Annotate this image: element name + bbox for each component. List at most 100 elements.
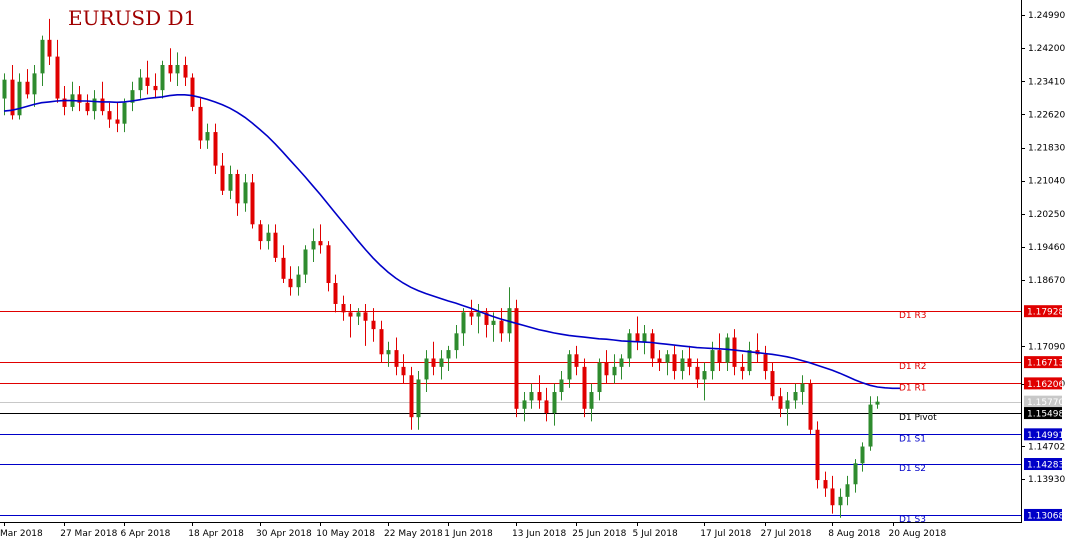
candle: [341, 295, 346, 321]
candle-body: [303, 249, 308, 275]
candle-body: [597, 362, 602, 393]
candle-body: [281, 257, 286, 279]
candle-body: [431, 358, 436, 367]
candle: [717, 333, 722, 372]
y-tick-label: 1.13930: [1028, 475, 1065, 485]
candle: [379, 320, 384, 363]
candle: [47, 18, 52, 65]
candle: [394, 337, 399, 376]
candle-body: [213, 132, 218, 166]
chart-title: EURUSD D1: [68, 6, 196, 30]
candle-body: [665, 354, 670, 363]
level-label-d1-r2: D1 R2: [899, 362, 927, 372]
level-tag-d1-s3-box: [1024, 508, 1062, 521]
candle-body: [153, 85, 158, 91]
candle: [348, 303, 353, 338]
candle-body: [732, 337, 737, 367]
candle-body: [838, 496, 843, 506]
x-tick-label: 20 Aug 2018: [889, 529, 947, 539]
candle-body: [115, 119, 120, 124]
candle-body: [446, 350, 451, 359]
level-tag-d1-pivot-text: 1.15498: [1027, 410, 1064, 420]
level-tag-d1-r3: 1.17928: [1024, 305, 1064, 318]
candle-body: [853, 463, 858, 485]
candle-body: [439, 358, 444, 367]
level-tag-d1-r1: 1.16206: [1024, 377, 1064, 390]
candle: [213, 123, 218, 174]
candle-body: [559, 379, 564, 393]
candle-body: [92, 98, 97, 112]
candle-body: [228, 174, 233, 191]
y-tick-label: 1.17090: [1028, 342, 1065, 352]
level-tag-d1-pivot: 1.15498: [1024, 407, 1064, 420]
candle: [160, 60, 165, 99]
candle-body: [657, 358, 662, 363]
candle-body: [190, 77, 195, 107]
candle-body: [138, 77, 143, 91]
candle-body: [379, 329, 384, 355]
candle: [680, 350, 685, 380]
candle-body: [567, 354, 572, 380]
candle: [785, 392, 790, 426]
candle: [650, 329, 655, 367]
level-tag-d1-s3-text: 1.13068: [1027, 511, 1064, 521]
candle-body: [85, 102, 90, 112]
candle: [461, 308, 466, 346]
candle-body: [258, 224, 263, 242]
candle-body: [160, 64, 165, 91]
candle-body: [62, 98, 67, 107]
candle: [875, 396, 880, 409]
candle-body: [778, 396, 783, 409]
candle-body: [808, 383, 813, 430]
candle: [2, 73, 7, 116]
candle-body: [604, 362, 609, 376]
candle-body: [235, 174, 240, 204]
candle: [228, 165, 233, 200]
candle-body: [454, 333, 459, 351]
candle-body: [348, 312, 353, 317]
y-tick-label: 1.14702: [1028, 442, 1065, 452]
candle: [499, 308, 504, 342]
candle: [665, 350, 670, 376]
current-price-tag: 1.15770: [1024, 395, 1064, 408]
candle-body: [800, 383, 805, 393]
candle: [589, 383, 594, 422]
candle: [311, 228, 316, 263]
candle: [597, 358, 602, 401]
candle: [484, 308, 489, 338]
candle-body: [717, 350, 722, 363]
candles: [2, 18, 880, 518]
x-tick-label: Mar 2018: [0, 529, 43, 539]
candle: [153, 73, 158, 99]
candle-body: [243, 182, 248, 204]
candle-body: [815, 429, 820, 481]
candle-body: [175, 64, 180, 74]
candle: [793, 383, 798, 409]
candle-body: [386, 350, 391, 355]
level-tag-d1-r2: 1.16713: [1024, 356, 1064, 369]
candle-body: [793, 392, 798, 401]
level-tag-d1-s2: 1.14283: [1024, 458, 1064, 471]
candle-body: [845, 484, 850, 497]
candle: [702, 362, 707, 401]
candle: [115, 102, 120, 133]
x-tick-label: 6 Apr 2018: [120, 529, 170, 539]
y-tick-labels: 1.24990 1.24200 1.23410 1.22620 1.21830 1.210…: [1021, 11, 1065, 485]
candle-body: [273, 232, 278, 258]
candle: [32, 64, 37, 107]
candle: [220, 153, 225, 195]
candle: [266, 224, 271, 250]
candle: [243, 174, 248, 212]
candle-body: [107, 111, 112, 120]
candle-body: [296, 274, 301, 288]
x-tick-label: 13 Jun 2018: [512, 529, 566, 539]
candle: [356, 308, 361, 325]
candle: [642, 324, 647, 355]
level-tag-d1-r1-text: 1.16206: [1027, 380, 1064, 390]
candle: [740, 354, 745, 380]
candle: [250, 174, 255, 229]
candle: [190, 73, 195, 112]
candle-body: [552, 392, 557, 413]
candle: [454, 324, 459, 359]
candle-body: [100, 98, 105, 112]
